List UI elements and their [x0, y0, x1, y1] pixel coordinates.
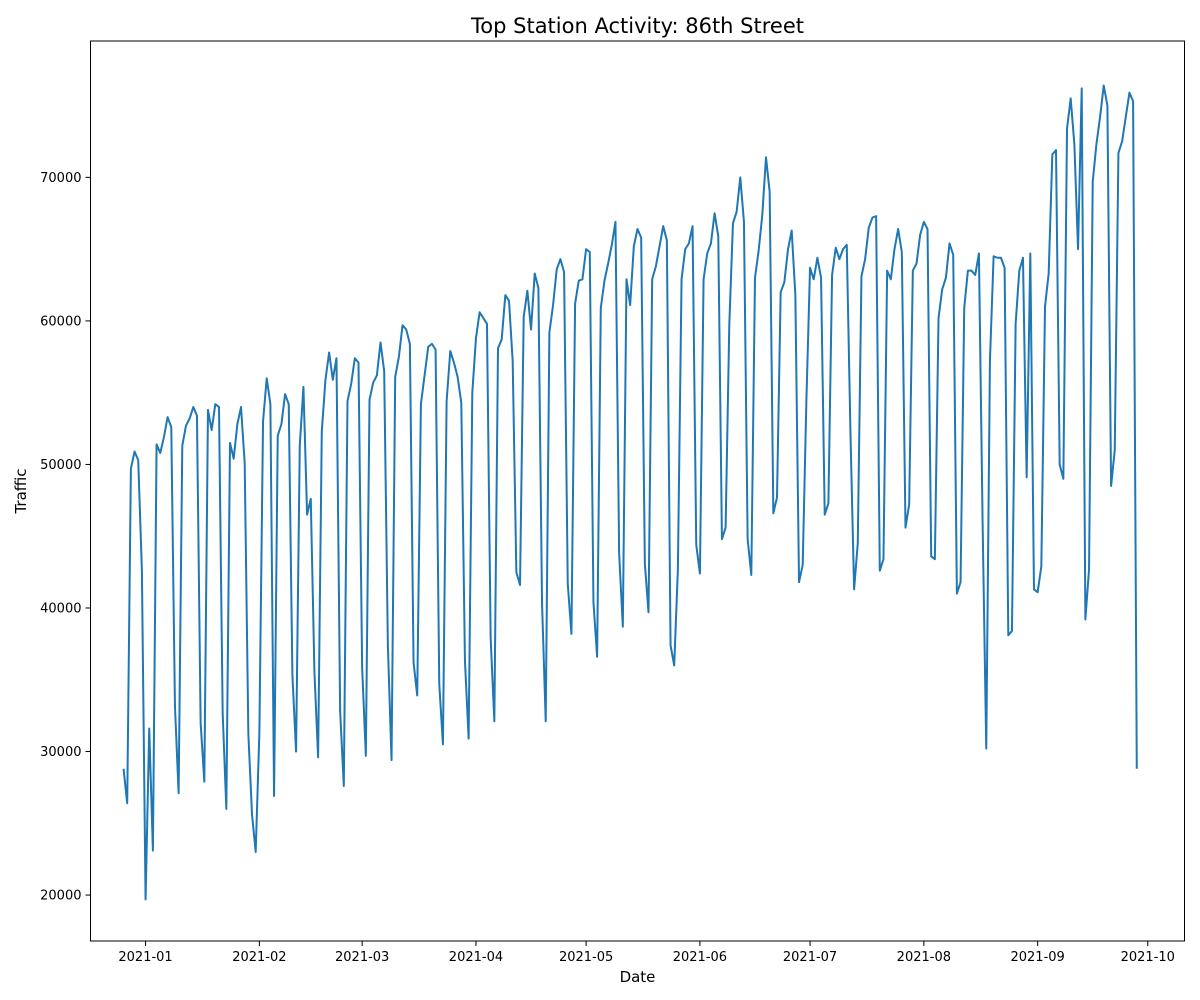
x-tick-label: 2021-09	[1010, 950, 1064, 965]
x-axis: 2021-01 2021-02 2021-03 2021-04 2021-05 2021-…	[118, 941, 1175, 965]
y-tick-label: 30000	[40, 745, 81, 760]
y-tick-label: 60000	[40, 314, 81, 329]
x-tick-label: 2021-02	[232, 950, 286, 965]
x-tick-label: 2021-07	[783, 950, 837, 965]
x-tick-label: 2021-10	[1121, 950, 1175, 965]
axes-frame	[90, 40, 1185, 942]
chart-title: Top Station Activity: 86th Street	[470, 14, 804, 38]
y-tick-label: 70000	[40, 171, 81, 186]
plot-area	[122, 84, 1138, 901]
y-axis: 20000 30000 40000 50000 60000 70000	[40, 171, 91, 904]
x-tick-label: 2021-05	[559, 950, 613, 965]
y-axis-label: Traffic	[12, 468, 30, 514]
x-tick-label: 2021-04	[449, 950, 503, 965]
series-line-86th-street	[122, 84, 1138, 901]
x-tick-label: 2021-06	[673, 950, 727, 965]
y-tick-label: 20000	[40, 889, 81, 904]
y-tick-label: 40000	[40, 601, 81, 616]
x-tick-label: 2021-03	[335, 950, 389, 965]
x-tick-label: 2021-08	[897, 950, 951, 965]
y-tick-label: 50000	[40, 458, 81, 473]
x-axis-label: Date	[620, 968, 656, 986]
x-tick-label: 2021-01	[118, 950, 172, 965]
